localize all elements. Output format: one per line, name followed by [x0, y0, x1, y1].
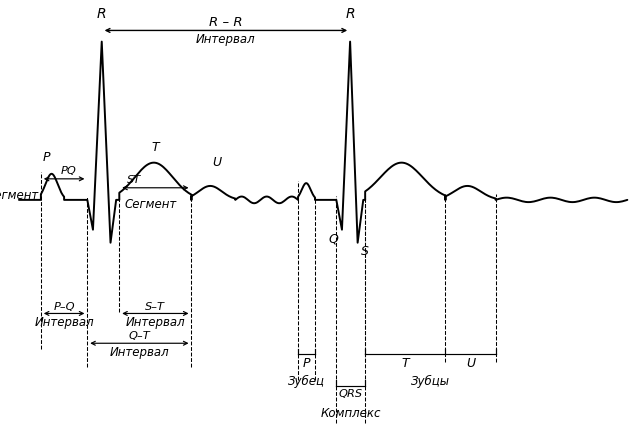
Text: R: R	[346, 7, 355, 21]
Text: P: P	[43, 151, 51, 163]
Text: ST: ST	[127, 175, 141, 185]
Text: Q–T: Q–T	[129, 331, 150, 341]
Text: PQ: PQ	[61, 166, 77, 176]
Text: Интервал: Интервал	[125, 316, 185, 329]
Text: R – R: R – R	[209, 16, 243, 28]
Text: T: T	[401, 357, 409, 370]
Text: R: R	[97, 7, 106, 21]
Text: U: U	[212, 156, 221, 169]
Text: QRS: QRS	[339, 389, 363, 399]
Text: Интервал: Интервал	[35, 316, 94, 329]
Text: Зубец: Зубец	[288, 375, 325, 388]
Text: Интервал: Интервал	[109, 346, 169, 359]
Text: Сегмент: Сегмент	[124, 198, 177, 211]
Text: P–Q: P–Q	[53, 302, 75, 312]
Text: Q: Q	[328, 232, 339, 246]
Text: Комплекс: Комплекс	[321, 406, 381, 420]
Text: Интервал: Интервал	[196, 33, 256, 46]
Text: T: T	[152, 141, 159, 154]
Text: P: P	[303, 357, 310, 370]
Text: S–T: S–T	[145, 302, 165, 312]
Text: U: U	[466, 357, 475, 370]
Text: Сегмент: Сегмент	[0, 189, 39, 202]
Text: Зубцы: Зубцы	[411, 375, 450, 388]
Text: S: S	[361, 246, 369, 259]
